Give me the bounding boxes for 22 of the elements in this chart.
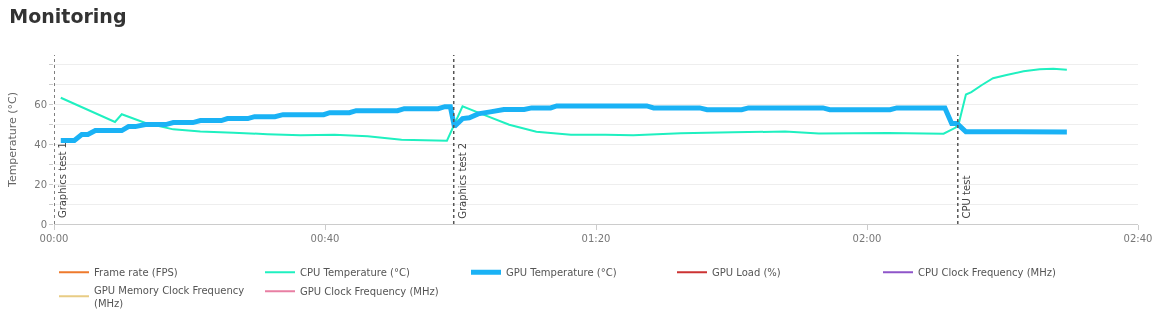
x-tick-label: 00:00 [39,233,69,244]
x-tick-label: 01:20 [581,233,611,244]
x-tick-label: 02:40 [1123,233,1153,244]
y-tick-label: 0 [40,218,47,230]
y-tick-label: 20 [34,178,47,190]
y-axis-title: Temperature (°C) [5,92,19,188]
y-tick-label: 40 [34,138,47,150]
legend-label: Frame rate (FPS) [94,267,178,279]
legend-label: GPU Load (%) [712,267,781,279]
legend-label: GPU Clock Frequency (MHz) [300,286,439,298]
y-tick-label: 60 [34,99,47,111]
legend-label: GPU Temperature (°C) [506,267,617,279]
legend-label: CPU Clock Frequency (MHz) [918,267,1056,279]
legend-label: CPU Temperature (°C) [300,267,410,279]
ref-line-label: Graphics test 2 [456,142,468,219]
ref-line-label: CPU test [961,175,973,219]
x-tick-label: 02:00 [852,233,882,244]
ref-line-label: Graphics test 1 [56,142,68,219]
chart-title: Monitoring [9,5,127,28]
x-tick-label: 00:40 [310,233,340,244]
line-series [59,67,1068,142]
legend-label: GPU Memory Clock Frequency (MHz) [94,284,245,309]
